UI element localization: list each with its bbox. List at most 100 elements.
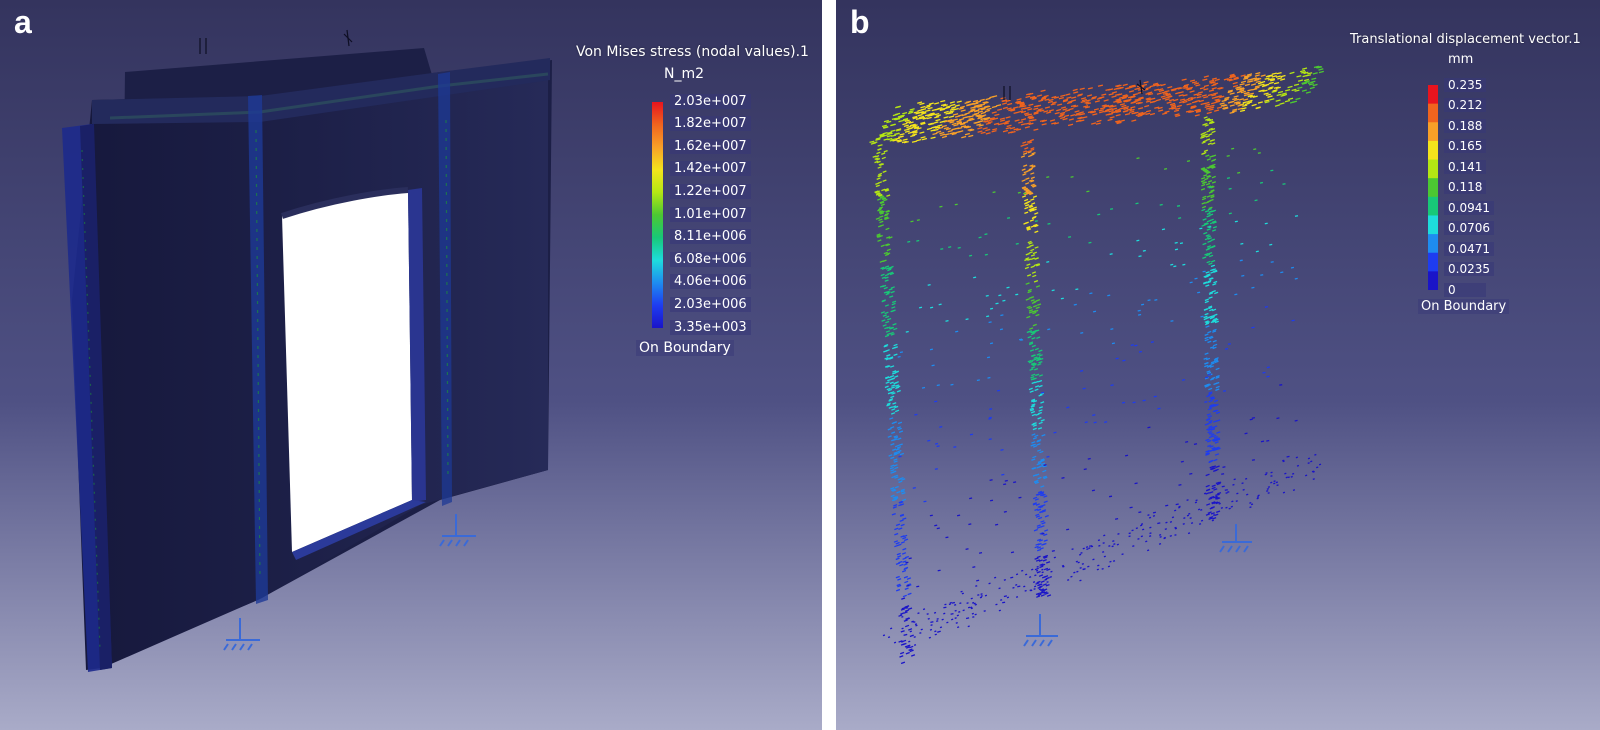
displacement-vector-mark [1203,274,1208,278]
displacement-vector-mark [898,135,904,139]
displacement-vector-mark [890,412,896,415]
displacement-vector-mark [1028,103,1034,107]
displacement-vector-mark [1290,475,1293,478]
displacement-vector-mark [1033,279,1039,283]
displacement-vector-mark [1201,94,1207,97]
displacement-vector-mark [1209,316,1214,320]
displacement-vector-mark [1087,457,1091,460]
displacement-vector-mark [1017,585,1021,588]
displacement-vector-mark [883,216,889,219]
displacement-vector-mark [1206,245,1212,248]
displacement-vector-mark [1195,499,1198,502]
displacement-vector-mark [1132,93,1138,96]
displacement-vector-mark [1036,570,1041,574]
displacement-vector-mark [1026,245,1031,249]
displacement-vector-mark [1054,111,1060,115]
displacement-vector-mark [1032,496,1038,500]
displacement-vector-mark [1233,98,1240,102]
displacement-vector-mark [1205,473,1210,477]
displacement-vector-mark [1109,208,1114,210]
displacement-vector-mark [978,236,982,239]
displacement-vector-mark [1084,421,1088,424]
displacement-vector-mark [1031,433,1036,436]
displacement-vector-mark [1035,582,1040,585]
displacement-vector-mark [1028,241,1033,245]
displacement-vector-mark [1102,551,1105,553]
displacement-vector-mark [1179,100,1185,104]
displacement-vector-mark [1157,522,1161,525]
displacement-vector-mark [895,557,900,561]
displacement-vector-mark [1208,335,1213,339]
displacement-vector-mark [1195,110,1201,114]
displacement-vector-mark [897,449,902,453]
displacement-vector-mark [1031,97,1037,101]
displacement-vector-mark [917,612,920,615]
displacement-vector-mark [1039,563,1044,567]
displacement-vector-mark [1207,444,1212,448]
displacement-vector-mark [1169,520,1173,523]
displacement-vector-mark [975,585,978,587]
displacement-vector-mark [1255,250,1259,253]
displacement-vector-mark [1307,462,1310,465]
displacement-vector-mark [1152,511,1157,514]
displacement-vector-mark [1044,514,1049,518]
displacement-vector-mark [1020,339,1024,341]
displacement-vector-mark [984,109,990,113]
displacement-vector-mark [1072,88,1078,92]
displacement-vector-mark [1280,78,1286,81]
displacement-vector-mark [1097,539,1101,542]
displacement-vector-mark [1165,504,1169,507]
displacement-vector-mark [993,122,1000,126]
displacement-vector-mark [1190,96,1196,100]
displacement-vector-mark [1182,100,1188,104]
displacement-vector-mark [925,109,931,112]
displacement-vector-mark [1275,99,1281,102]
displacement-vector-mark [1255,80,1261,84]
displacement-vector-mark [964,112,970,115]
displacement-vector-mark [891,300,897,304]
displacement-vector-mark [997,108,1003,111]
displacement-vector-mark [940,248,944,250]
displacement-vector-mark [900,608,906,611]
displacement-vector-mark [966,103,972,107]
displacement-vector-mark [880,244,885,248]
displacement-vector-mark [1251,416,1256,419]
displacement-vector-mark [890,426,895,429]
displacement-vector-mark [985,132,991,135]
displacement-vector-mark [1023,112,1029,115]
displacement-vector-mark [1025,177,1030,181]
displacement-vector-mark [899,655,904,658]
displacement-vector-mark [1060,297,1064,300]
displacement-vector-mark [939,425,943,428]
displacement-vector-mark [1109,560,1112,563]
displacement-vector-mark [1228,187,1232,190]
displacement-legend: Translational displacement vector.1 mm 0… [1336,28,1596,328]
displacement-vector-mark [901,478,906,481]
displacement-vector-mark [1022,173,1027,176]
displacement-vector-mark [1012,586,1015,589]
displacement-vector-mark [1130,85,1137,88]
displacement-vector-mark [1130,344,1134,347]
displacement-vector-mark [1002,121,1008,125]
displacement-vector-mark [892,421,898,424]
stress-tick-label: 2.03e+006 [670,296,751,312]
displacement-vector-mark [1028,387,1033,391]
displacement-vector-mark [1168,107,1174,110]
displacement-vector-mark [1080,331,1084,334]
displacement-vector-mark [1030,299,1035,302]
displacement-vector-mark [1223,98,1230,101]
displacement-vector-mark [973,276,977,279]
displacement-vector-mark [1182,263,1186,266]
displacement-vector-mark [1203,75,1209,78]
displacement-vector-mark [1202,78,1208,81]
displacement-vector-mark [1062,117,1068,121]
displacement-vector-mark [1258,89,1264,93]
displacement-vector-mark [1032,323,1037,327]
displacement-vector-mark [1041,119,1047,123]
displacement-color-segment [1428,215,1438,235]
displacement-vector-mark [898,503,903,507]
top-beam [92,58,550,124]
displacement-vector-mark [1041,571,1044,574]
displacement-vector-mark [1033,224,1039,228]
displacement-vector-mark [948,246,952,249]
